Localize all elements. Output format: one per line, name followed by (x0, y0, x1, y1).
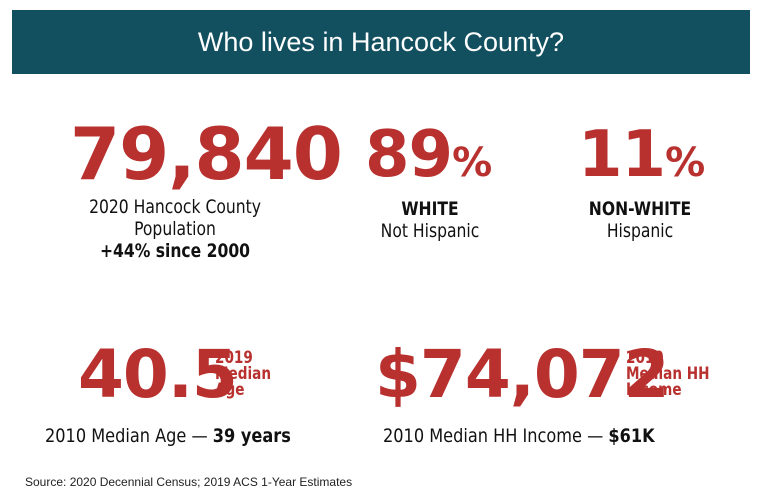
side-line: 2019 (215, 348, 253, 368)
side-line: Age (215, 380, 245, 400)
stat-side: 2019 Median HH Income (626, 348, 710, 400)
label-line: Not Hispanic (380, 220, 480, 242)
side-line: 2019 (626, 348, 664, 368)
stat-label: 2020 Hancock County Population +44% sinc… (64, 196, 285, 262)
unit: % (452, 140, 492, 186)
stat-label: WHITE Not Hispanic (340, 198, 520, 242)
label-line: Population (134, 218, 216, 240)
title: Who lives in Hancock County? (197, 27, 565, 57)
stat-value: 89% (365, 118, 492, 192)
label-line: NON-WHITE (588, 198, 692, 220)
label-line: 2020 Hancock County (89, 196, 261, 218)
stat-value: 79,840 (70, 112, 343, 196)
side-line: Median HH (626, 364, 710, 384)
note-bold: 39 years (212, 425, 291, 447)
stat-value: 11% (578, 118, 705, 192)
number: 11 (578, 118, 666, 192)
stat-label: NON-WHITE Hispanic (550, 198, 730, 242)
note-text: 2010 Median HH Income — (383, 425, 604, 447)
header-band (12, 10, 750, 74)
stat-side: 2019 Median Age (215, 348, 272, 400)
unit: % (665, 140, 705, 186)
label-line: WHITE (401, 198, 459, 220)
side-line: Income (626, 380, 682, 400)
stat-value: 40.5 (78, 336, 238, 413)
label-line: Hispanic (606, 220, 674, 242)
label-note: +44% since 2000 (99, 240, 251, 262)
side-line: Median (215, 364, 272, 384)
stat-note: 2010 Median Age — 39 years (45, 425, 291, 447)
stat-value: $74,072 (375, 336, 670, 413)
note-bold: $61K (608, 425, 655, 447)
stat-note: 2010 Median HH Income — $61K (383, 425, 655, 447)
number: 89 (365, 118, 453, 192)
source: Source: 2020 Decennial Census; 2019 ACS … (25, 475, 353, 489)
note-text: 2010 Median Age — (45, 425, 208, 447)
